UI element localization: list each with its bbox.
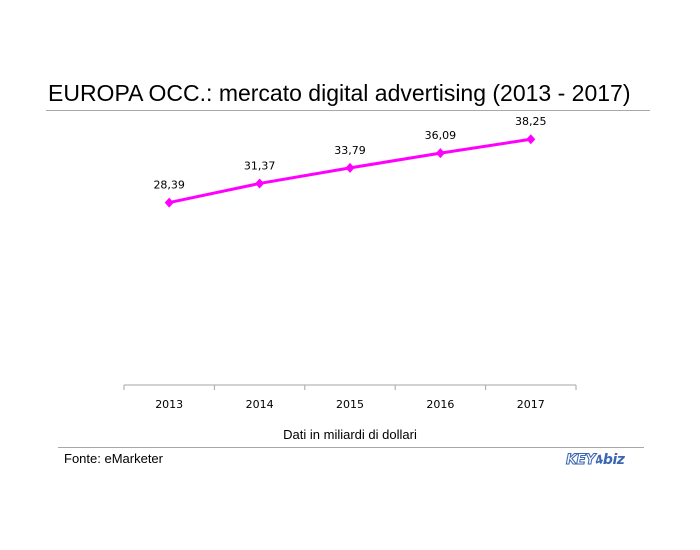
chart-title: EUROPA OCC.: mercato digital advertising…	[48, 80, 631, 106]
x-tick-label: 2013	[155, 398, 183, 411]
logo-key-text: KEY	[565, 452, 596, 469]
data-point-marker	[255, 178, 265, 189]
x-tick-label: 2014	[246, 398, 274, 411]
x-tick-label: 2016	[426, 398, 454, 411]
x-axis-title: Dati in miliardi di dollari	[283, 427, 417, 442]
data-label: 38,25	[515, 115, 547, 128]
x-tick-label: 2015	[336, 398, 364, 411]
logo-biz-text: biz	[602, 452, 625, 468]
data-point-marker	[164, 197, 174, 208]
data-label: 36,09	[425, 129, 457, 142]
data-label: 28,39	[153, 179, 185, 192]
source-note: Fonte: eMarketer	[64, 451, 163, 466]
data-label-layer: 28,39 31,37 33,79 36,09 38,25	[153, 115, 546, 191]
title-divider	[46, 110, 650, 111]
footer-divider	[58, 447, 644, 448]
marker-layer	[164, 134, 536, 208]
data-label: 33,79	[334, 144, 366, 157]
key4biz-logo: KEY4biz	[565, 452, 625, 469]
data-point-marker	[345, 162, 355, 173]
x-tick-label: 2017	[517, 398, 545, 411]
x-axis: 2013 2014 2015 2016 2017	[123, 384, 577, 411]
data-label: 31,37	[244, 159, 276, 172]
data-point-marker	[435, 148, 445, 159]
data-point-marker	[526, 134, 536, 145]
